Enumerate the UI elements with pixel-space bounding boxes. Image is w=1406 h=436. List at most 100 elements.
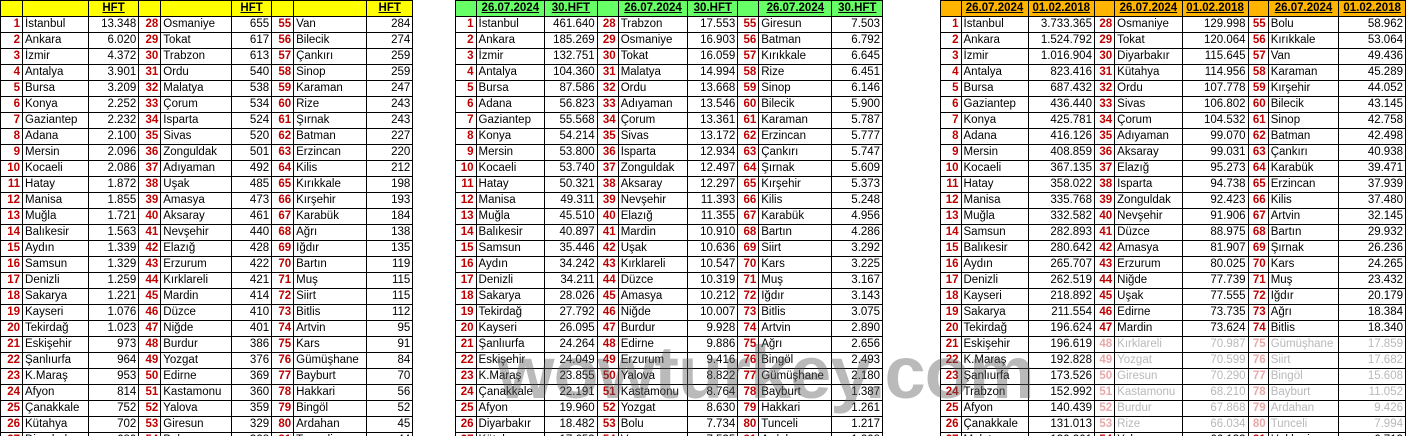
table-row[interactable]: 12 Manisa 335.768 39 Zonguldak 92.423 66 Kilis 3… [940,192,1406,209]
table-row[interactable]: 1 İstanbul 13.348 28 Osmaniye 655 55 Van 284 [0,16,455,33]
table-row[interactable]: 22 Eskişehir 24.049 49 Erzurum 9.416 76 Bingöl 2… [454,352,940,369]
table-row[interactable]: 24 Trabzon 152.992 51 Kastamonu 68.210 78 Baybu… [940,384,1406,401]
table-row[interactable]: 16 Aydın 34.242 43 Kırklareli 10.547 70 Kars 3.2… [454,256,940,273]
table-row[interactable]: 10 Kocaeli 2.086 37 Adıyaman 492 64 Kilis 212 [0,160,455,177]
table-row[interactable]: 2 Ankara 185.269 29 Osmaniye 16.903 56 Batman 6.… [454,32,940,49]
table-row[interactable]: 8 Adana 416.126 35 Adıyaman 99.070 62 Batman 42.… [940,128,1406,145]
table-row[interactable]: 21 Eskişehir 973 48 Burdur 386 75 Kars 91 [0,336,455,353]
row-value: 42.498 [1338,128,1406,145]
table-row[interactable]: 27Diyarbakır68054Bolu32881Tunceli44 [0,432,455,436]
table-row[interactable]: 8 Konya 54.214 35 Sivas 13.172 62 Erzincan 5.777 [454,128,940,145]
row-value: 1.329 [87,256,140,273]
table-row[interactable]: 3 İzmir 132.751 30 Tokat 16.059 57 Kırıkkale 6.6… [454,48,940,65]
table-row[interactable]: 17 Denizli 1.259 44 Kırklareli 421 71 Muş 115 [0,272,455,289]
table-row[interactable]: 26 Çanakkale 131.013 53 Rize 66.034 80 Tunceli 7… [940,416,1406,433]
table-row[interactable]: 7 Konya 425.781 34 Çorum 104.532 61 Sinop 42.758 [940,112,1406,129]
table-row[interactable]: 12 Manisa 1.855 39 Amasya 473 66 Kırşehir 193 [0,192,455,209]
table-row[interactable]: 15 Balıkesir 280.642 42 Amasya 81.907 69 Şırnak… [940,240,1406,257]
table-row[interactable]: 9 Mersin 53.800 36 Isparta 12.934 63 Çankırı 5.7… [454,144,940,161]
table-row[interactable]: 21 Eskişehir 196.619 48 Kırklareli 70.987 75 Gü… [940,336,1406,353]
table-row[interactable]: 4 Antalya 104.360 31 Malatya 14.994 58 Rize 6.45… [454,64,940,81]
table-row[interactable]: 20 Kayseri 26.095 47 Burdur 9.928 74 Artvin 2.89… [454,320,940,337]
table-row[interactable]: 14 Samsun 282.893 41 Düzce 88.975 68 Bartın 29.9… [940,224,1406,241]
table-row[interactable]: 3 İzmir 4.372 30 Trabzon 613 57 Çankırı 259 [0,48,455,65]
table-row[interactable]: 19 Tekirdağ 27.792 46 Niğde 10.007 73 Bitlis 3.0… [454,304,940,321]
table-row[interactable]: 11 Hatay 1.872 38 Uşak 485 65 Kırıkkale 198 [0,176,455,193]
table-row[interactable]: 25 Afyon 19.960 52 Yozgat 8.630 79 Hakkari 1.261 [454,400,940,417]
table-row[interactable]: 22 Şanlıurfa 964 49 Yozgat 376 76 Gümüşhane 84 [0,352,455,369]
table-row[interactable]: 11 Hatay 358.022 38 Isparta 94.738 65 Erzincan 3… [940,176,1406,193]
row-city: Aydın [22,240,89,257]
table-row[interactable]: 13 Muğla 1.721 40 Aksaray 461 67 Karabük 184 [0,208,455,225]
row-rank: 54 [138,432,162,436]
row-value: 37.939 [1338,176,1406,193]
table-row[interactable]: 21 Şanlıurfa 24.264 48 Edirne 9.886 75 Ağrı 2.65… [454,336,940,353]
table-row[interactable]: 27Kütahya17.65354Van7.53581Ardahan1.208 [454,432,940,436]
table-row[interactable]: 7 Gaziantep 2.232 34 Isparta 524 61 Şırnak 243 [0,112,455,129]
table-row[interactable]: 4 Antalya 3.901 31 Ordu 540 58 Sinop 259 [0,64,455,81]
table-row[interactable]: 9 Mersin 2.096 36 Zonguldak 501 63 Erzincan 220 [0,144,455,161]
table-row[interactable]: 5 Bursa 87.586 32 Ordu 13.668 59 Sinop 6.146 [454,80,940,97]
row-rank: 12 [940,192,962,209]
table-row[interactable]: 19 Sakarya 211.554 46 Edirne 73.735 73 Ağrı 18.3… [940,304,1406,321]
table-row[interactable]: 17 Denizli 262.519 44 Niğde 77.739 71 Muş 23.432 [940,272,1406,289]
table-row[interactable]: 9 Mersin 408.859 36 Aksaray 99.031 63 Çankırı 40… [940,144,1406,161]
table-row[interactable]: 5 Bursa 3.209 32 Malatya 538 59 Karaman 247 [0,80,455,97]
table-row[interactable]: 10 Kocaeli 367.135 37 Elazığ 95.273 64 Karabük 3… [940,160,1406,177]
table-row[interactable]: 13 Muğla 45.510 40 Elazığ 11.355 67 Karabük 4.95… [454,208,940,225]
row-rank: 18 [940,288,962,305]
table-row[interactable]: 11 Hatay 50.321 38 Aksaray 12.297 65 Kırşehir 5.… [454,176,940,193]
table-row[interactable]: 1 İstanbul 461.640 28 Trabzon 17.553 55 Giresun… [454,16,940,33]
row-city: Samsun [22,256,89,273]
table-row[interactable]: 4 Antalya 823.416 31 Kütahya 114.956 58 Karaman… [940,64,1406,81]
table-row[interactable]: 14 Balıkesir 1.563 41 Nevşehir 440 68 Ağrı 138 [0,224,455,241]
table-row[interactable]: 6 Konya 2.252 33 Çorum 534 60 Rize 243 [0,96,455,113]
table-row[interactable]: 18 Sakarya 1.221 45 Mardin 414 72 Siirt 115 [0,288,455,305]
table-row[interactable]: 20 Tekirdağ 1.023 47 Niğde 401 74 Artvin 95 [0,320,455,337]
row-rank: 58 [737,64,760,81]
table-row[interactable]: 18 Sakarya 28.026 45 Amasya 10.212 72 Iğdır 3.14… [454,288,940,305]
table-row[interactable]: 22 K.Maraş 192.828 49 Yozgat 70.599 76 Siirt 17.… [940,352,1406,369]
table-row[interactable]: 6 Adana 56.823 33 Adıyaman 13.546 60 Bilecik 5.9… [454,96,940,113]
table-row[interactable]: 24 Çanakkale 22.191 51 Kastamonu 8.764 78 Baybu… [454,384,940,401]
table-row[interactable]: 23 K.Maraş 23.855 50 Yalova 8.822 77 Gümüşhane 2… [454,368,940,385]
table-row[interactable]: 6 Gaziantep 436.440 33 Sivas 106.802 60 Bilecik… [940,96,1406,113]
table-row[interactable]: 10 Kocaeli 53.740 37 Zonguldak 12.497 64 Şırnak… [454,160,940,177]
table-row[interactable]: 15 Samsun 35.446 42 Uşak 10.636 69 Siirt 3.292 [454,240,940,257]
row-value: 114.956 [1181,64,1249,81]
table-row[interactable]: 16 Samsun 1.329 43 Erzurum 422 70 Bartın 119 [0,256,455,273]
table-row[interactable]: 27Malatya130.26154Yalova66.13381Hakkari6… [940,432,1406,436]
table-row[interactable]: 24 Afyon 814 51 Kastamonu 360 78 Hakkari 56 [0,384,455,401]
table-row[interactable]: 12 Manisa 49.311 39 Nevşehir 11.393 66 Kilis 5.2… [454,192,940,209]
table-row[interactable]: 14 Balıkesir 40.897 41 Mardin 10.910 68 Bartın 4… [454,224,940,241]
table-row[interactable]: 26 Diyarbakır 18.482 53 Bolu 7.734 80 Tunceli 1.… [454,416,940,433]
table-row[interactable]: 17 Denizli 34.211 44 Düzce 10.319 71 Muş 3.167 [454,272,940,289]
block-2-table[interactable]: 26.07.2024 30.HFT 26.07.2024 30.HFT 26.07.20… [454,0,941,436]
row-value: 54.214 [544,128,598,145]
table-row[interactable]: 8 Adana 2.100 35 Sivas 520 62 Batman 227 [0,128,455,145]
row-value: 4.286 [831,224,884,241]
table-row[interactable]: 7 Gaziantep 55.568 34 Çorum 13.361 61 Karaman 5.… [454,112,940,129]
block-1-table[interactable]: HFT HFT HFT 1 İstanbul 13.348 28 Osmaniye 655 55 V… [0,0,455,436]
table-row[interactable]: 2 Ankara 6.020 29 Tokat 617 56 Bilecik 274 [0,32,455,49]
row-city: Bayburt [1267,384,1340,401]
table-row[interactable]: 23 Şanlıurfa 173.526 50 Giresun 70.290 77 Bingö… [940,368,1406,385]
table-row[interactable]: 13 Muğla 332.582 40 Nevşehir 91.906 67 Artvin 32… [940,208,1406,225]
row-city: Kocaeli [22,160,89,177]
table-row[interactable]: 26 Kütahya 702 53 Giresun 329 80 Ardahan 45 [0,416,455,433]
table-row[interactable]: 25 Afyon 140.439 52 Burdur 67.868 79 Ardahan 9.4… [940,400,1406,417]
table-row[interactable]: 2 Ankara 1.524.792 29 Tokat 120.064 56 Kırıkkal… [940,32,1406,49]
table-row[interactable]: 5 Bursa 687.432 32 Ordu 107.778 59 Kırşehir 44.0… [940,80,1406,97]
row-rank: 80 [1247,416,1269,433]
row-city: Tekirdağ [960,320,1029,337]
table-row[interactable]: 15 Aydın 1.339 42 Elazığ 428 69 Iğdır 135 [0,240,455,257]
table-row[interactable]: 3 İzmir 1.016.904 30 Diyarbakır 115.645 57 Van 4… [940,48,1406,65]
table-row[interactable]: 1 İstanbul 3.733.365 28 Osmaniye 129.998 55 Bol… [940,16,1406,33]
table-row[interactable]: 20 Tekirdağ 196.624 47 Mardin 73.624 74 Bitlis 1… [940,320,1406,337]
table-row[interactable]: 23 K.Maraş 953 50 Edirne 369 77 Bayburt 70 [0,368,455,385]
table-row[interactable]: 19 Kayseri 1.076 46 Düzce 410 73 Bitlis 112 [0,304,455,321]
table-row[interactable]: 18 Kayseri 218.892 45 Uşak 77.555 72 Iğdır 20.17… [940,288,1406,305]
table-row[interactable]: 16 Aydın 265.707 43 Erzurum 80.025 70 Kars 24.26… [940,256,1406,273]
table-row[interactable]: 25 Çanakkale 752 52 Yalova 359 79 Bingöl 52 [0,400,455,417]
block-3-table[interactable]: 26.07.2024 01.02.2018 26.07.2024 01.02.2018… [940,0,1406,436]
